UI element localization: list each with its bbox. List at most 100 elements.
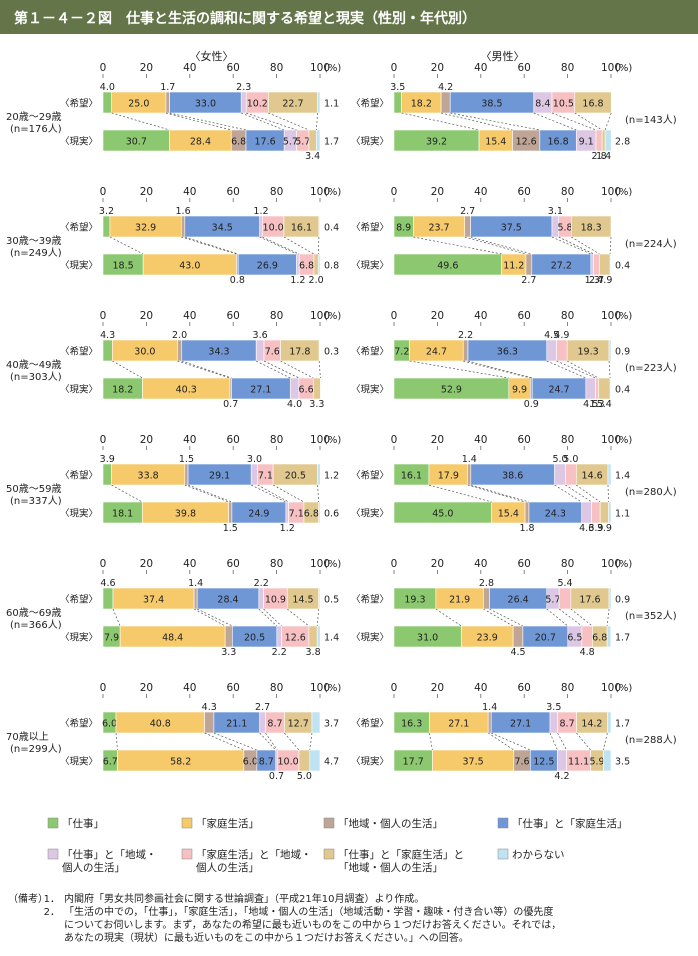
data-label-reality-5: 2.8 [592,151,607,162]
bar-segment-reality-5 [591,501,601,524]
data-label-hope-5: 5.8 [557,223,572,234]
bar-segment-hope-7 [317,91,321,114]
data-label-reality-6: 4.9 [597,275,612,286]
connector-line [169,112,247,131]
connector-line [565,484,592,503]
axis-tick-label: 100 [601,434,621,446]
axis-tick-label: 40 [183,310,196,322]
bar-segment-reality-7 [309,749,321,772]
data-label-reality-0: 39.2 [426,137,447,148]
bar-segment-reality-2 [524,501,530,524]
legend-label-4: 個人の生活」 [62,861,125,874]
data-label-reality-0: 31.0 [417,633,438,644]
axis-tick-label: 0 [391,558,398,570]
connector-line [165,112,232,131]
axis-tick-label: 60 [227,310,240,322]
connector-line [241,112,285,131]
connector-line [546,360,586,379]
legend-swatch-4 [47,848,59,860]
data-label-hope-0: 4.0 [100,82,115,93]
data-label-hope-5: 10.2 [247,99,268,110]
connector-line [317,236,320,255]
data-label-hope-5: 5.0 [563,454,578,465]
bar-segment-reality-6 [298,749,311,772]
connector-line [571,236,600,255]
connector-line [401,112,480,131]
legend-label-2: 「地域・個人の生活」 [338,817,443,830]
axis-tick-label: 80 [270,310,283,322]
connector-line [576,484,601,503]
row-label-hope: 〈希望〉 [351,470,389,482]
data-label-hope-6: 17.8 [289,347,310,358]
data-label-reality-1: 23.9 [477,633,498,644]
data-label-reality-7: 0.6 [324,509,339,520]
connector-line [558,608,583,627]
axis-unit: (%) [615,683,632,694]
data-label-hope-5: 4.9 [554,330,569,341]
data-label-reality-3: 12.5 [533,757,554,768]
connector-line [557,732,567,751]
bar-segment-hope-4 [549,711,558,734]
data-label-reality-3: 8.7 [259,757,274,768]
axis-tick-label: 40 [474,558,487,570]
data-label-hope-2: 2.8 [479,578,494,589]
connector-line [197,608,233,627]
figure-title-bar: 第１－４－２図 仕事と生活の調和に関する希望と現実（性別・年代別） [0,0,698,34]
axis-tick-label: 40 [474,62,487,74]
connector-line [549,732,558,751]
data-label-hope-2: 1.4 [188,578,203,589]
connector-line [574,112,603,131]
data-label-hope-2: 4.2 [438,82,453,93]
data-label-hope-4: 2.2 [254,578,269,589]
notes-label: （備考） [8,894,48,905]
data-label-hope-3: 34.3 [208,347,229,358]
row-label-hope: 〈希望〉 [351,98,389,110]
bar-segment-hope-7 [608,587,612,610]
connector-line [115,732,118,751]
data-label-hope-4: 3.0 [247,454,262,465]
data-label-hope-3: 29.1 [209,471,230,482]
data-label-hope-4: 3.5 [546,702,561,713]
data-label-reality-1: 48.4 [162,633,183,644]
data-label-reality-3: 16.8 [547,137,568,148]
legend-swatch-1 [181,817,193,829]
data-label-reality-3: 27.1 [250,385,271,396]
bar-segment-reality-4 [276,625,282,648]
axis-unit: (%) [324,683,341,694]
data-label-hope-2: 2.2 [458,330,473,341]
data-label-reality-4: 1.2 [280,523,295,534]
axis-unit: (%) [615,187,632,198]
data-label-reality-0: 7.9 [104,633,119,644]
connector-line [246,112,297,131]
data-label-reality-4: 6.5 [567,633,582,644]
bar-segment-hope-4 [554,463,566,486]
age-group-label: 70歳以上 [6,731,49,743]
connector-line [566,360,599,379]
bar-segment-hope-4 [250,463,259,486]
data-label-hope-2: 1.4 [462,454,477,465]
axis-tick-label: 80 [270,682,283,694]
axis-tick-label: 60 [518,434,531,446]
axis-unit: (%) [324,559,341,570]
sample-size-label: (n=223人) [625,362,677,374]
data-label-hope-2: 2.7 [460,206,475,217]
bar-segment-hope-5 [565,463,577,486]
bar-segment-reality-4 [590,253,594,276]
row-label-hope: 〈希望〉 [60,222,98,234]
data-label-reality-0: 17.7 [403,757,424,768]
data-label-hope-3: 38.6 [502,471,523,482]
data-label-hope-6: 14.2 [581,719,602,730]
connector-line [112,360,143,379]
data-label-reality-0: 52.9 [441,385,462,396]
axis-tick-label: 20 [140,558,153,570]
bar-segment-hope-7 [318,215,321,238]
data-label-reality-4: 4.2 [554,771,569,782]
data-label-reality-0: 45.0 [432,509,453,520]
connector-line [263,608,282,627]
connector-line [556,360,596,379]
connector-line [608,360,611,379]
axis-tick-label: 0 [391,434,398,446]
data-label-reality-2: 1.5 [223,523,238,534]
row-label-reality: 〈現実〉 [351,384,389,396]
connector-line [317,484,320,503]
